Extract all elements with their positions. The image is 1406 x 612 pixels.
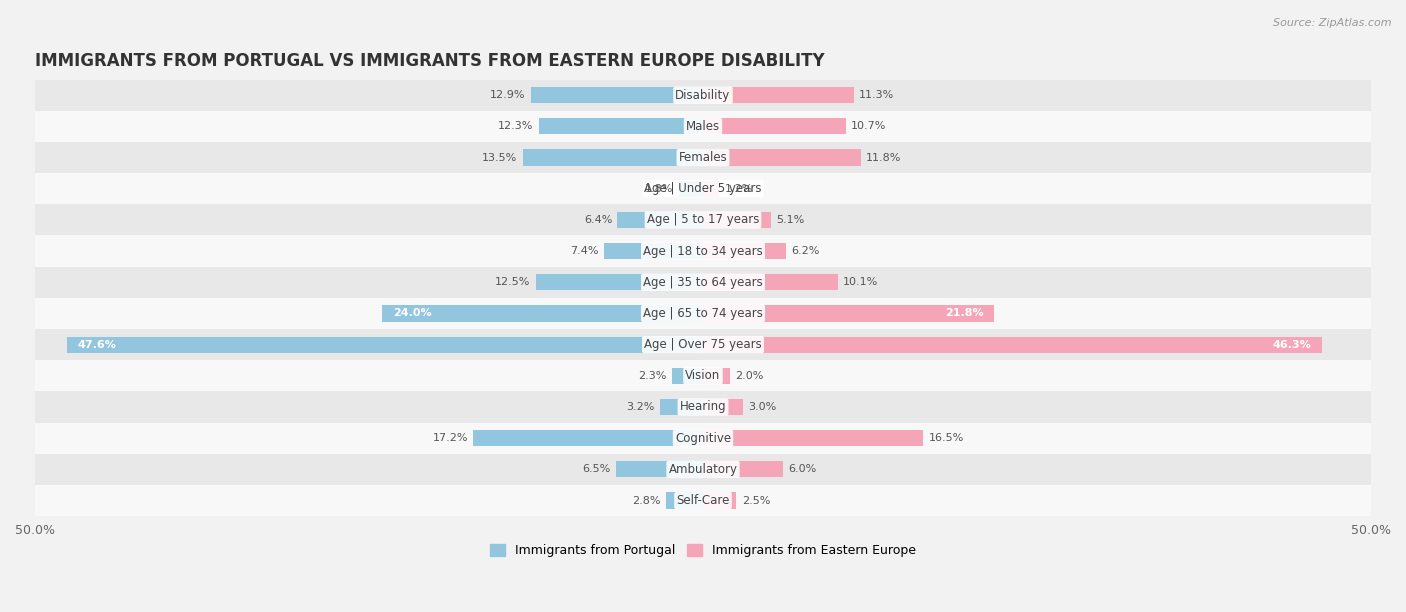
Bar	[35, 173, 1371, 204]
Text: Age | 35 to 64 years: Age | 35 to 64 years	[643, 276, 763, 289]
Text: Disability: Disability	[675, 89, 731, 102]
Bar	[35, 329, 1371, 360]
Bar	[35, 111, 1371, 142]
Text: Age | 65 to 74 years: Age | 65 to 74 years	[643, 307, 763, 320]
Bar	[536, 274, 703, 290]
Text: Males: Males	[686, 120, 720, 133]
Bar	[703, 118, 846, 135]
Text: 10.1%: 10.1%	[844, 277, 879, 287]
Text: 10.7%: 10.7%	[851, 121, 887, 132]
Text: 47.6%: 47.6%	[77, 340, 117, 349]
Bar	[703, 337, 1322, 353]
Text: 17.2%: 17.2%	[433, 433, 468, 443]
Text: 13.5%: 13.5%	[482, 152, 517, 163]
Bar	[35, 422, 1371, 453]
Bar	[35, 485, 1371, 516]
Text: 2.5%: 2.5%	[742, 496, 770, 506]
Text: Age | 18 to 34 years: Age | 18 to 34 years	[643, 245, 763, 258]
Text: 16.5%: 16.5%	[929, 433, 965, 443]
Bar	[35, 298, 1371, 329]
Bar	[703, 430, 924, 446]
Bar	[672, 368, 703, 384]
Bar	[35, 360, 1371, 392]
Bar	[538, 118, 703, 135]
Bar	[530, 87, 703, 103]
Bar	[605, 243, 703, 259]
Bar	[703, 181, 718, 197]
Text: 6.2%: 6.2%	[792, 246, 820, 256]
Bar	[616, 461, 703, 477]
Text: 6.0%: 6.0%	[789, 465, 817, 474]
Bar	[617, 212, 703, 228]
Bar	[35, 392, 1371, 422]
Bar	[703, 212, 770, 228]
Bar	[703, 493, 737, 509]
Bar	[703, 149, 860, 166]
Bar	[35, 80, 1371, 111]
Text: 2.3%: 2.3%	[638, 371, 666, 381]
Bar	[703, 274, 838, 290]
Bar	[703, 368, 730, 384]
Bar	[67, 337, 703, 353]
Text: Females: Females	[679, 151, 727, 164]
Text: 46.3%: 46.3%	[1272, 340, 1310, 349]
Text: 12.5%: 12.5%	[495, 277, 530, 287]
Text: Hearing: Hearing	[679, 400, 727, 414]
Text: 3.2%: 3.2%	[627, 402, 655, 412]
Bar	[382, 305, 703, 321]
Text: 6.5%: 6.5%	[582, 465, 610, 474]
Text: 2.0%: 2.0%	[735, 371, 763, 381]
Bar	[703, 243, 786, 259]
Text: 5.1%: 5.1%	[776, 215, 804, 225]
Text: Vision: Vision	[685, 369, 721, 382]
Text: 1.2%: 1.2%	[724, 184, 752, 194]
Text: IMMIGRANTS FROM PORTUGAL VS IMMIGRANTS FROM EASTERN EUROPE DISABILITY: IMMIGRANTS FROM PORTUGAL VS IMMIGRANTS F…	[35, 52, 825, 70]
Text: 21.8%: 21.8%	[945, 308, 984, 318]
Text: Ambulatory: Ambulatory	[668, 463, 738, 476]
Bar	[703, 305, 994, 321]
Text: Age | 5 to 17 years: Age | 5 to 17 years	[647, 214, 759, 226]
Bar	[35, 236, 1371, 267]
Text: 7.4%: 7.4%	[571, 246, 599, 256]
Bar	[474, 430, 703, 446]
Text: Source: ZipAtlas.com: Source: ZipAtlas.com	[1274, 18, 1392, 28]
Text: 11.8%: 11.8%	[866, 152, 901, 163]
Text: Self-Care: Self-Care	[676, 494, 730, 507]
Bar	[35, 267, 1371, 298]
Bar	[703, 87, 853, 103]
Text: 11.3%: 11.3%	[859, 90, 894, 100]
Bar	[703, 399, 744, 415]
Bar	[523, 149, 703, 166]
Bar	[661, 399, 703, 415]
Bar	[679, 181, 703, 197]
Bar	[35, 142, 1371, 173]
Bar	[35, 453, 1371, 485]
Text: 2.8%: 2.8%	[631, 496, 661, 506]
Text: Cognitive: Cognitive	[675, 431, 731, 445]
Text: Age | Under 5 years: Age | Under 5 years	[644, 182, 762, 195]
Bar	[35, 204, 1371, 236]
Bar	[703, 461, 783, 477]
Text: 3.0%: 3.0%	[748, 402, 776, 412]
Text: Age | Over 75 years: Age | Over 75 years	[644, 338, 762, 351]
Text: 6.4%: 6.4%	[583, 215, 612, 225]
Text: 24.0%: 24.0%	[394, 308, 432, 318]
Text: 12.9%: 12.9%	[489, 90, 526, 100]
Legend: Immigrants from Portugal, Immigrants from Eastern Europe: Immigrants from Portugal, Immigrants fro…	[485, 539, 921, 562]
Text: 12.3%: 12.3%	[498, 121, 533, 132]
Bar	[665, 493, 703, 509]
Text: 1.8%: 1.8%	[645, 184, 673, 194]
